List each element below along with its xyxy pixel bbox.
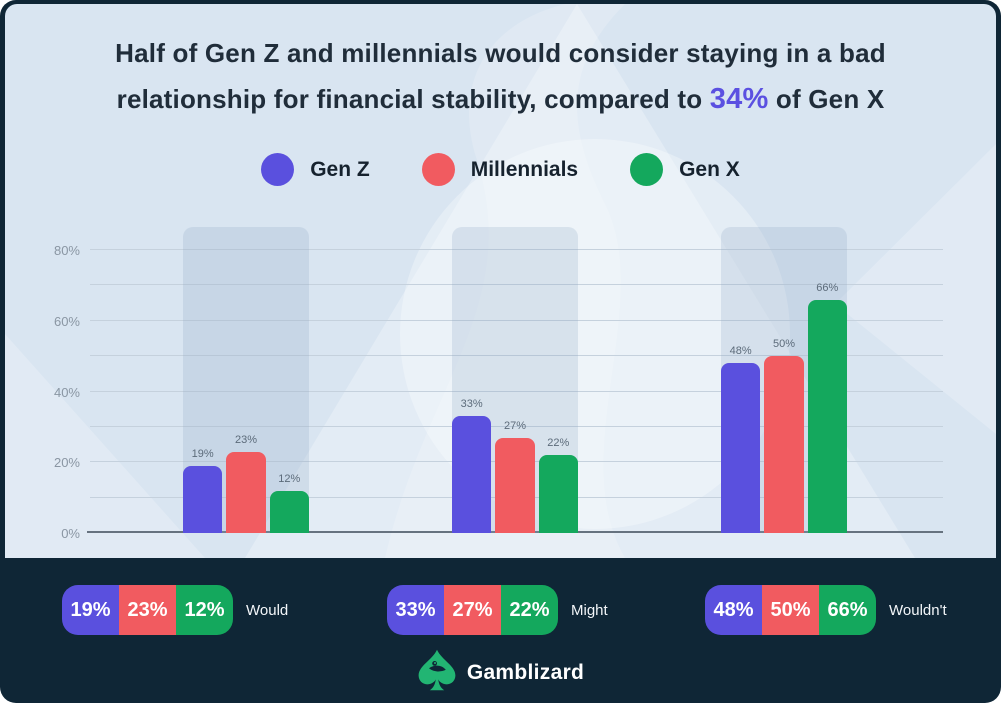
legend-dot-icon bbox=[421, 153, 455, 186]
legend-item-gen-z: Gen Z bbox=[261, 153, 370, 186]
bar-value-label: 48% bbox=[729, 345, 752, 358]
bar-gen-x bbox=[807, 299, 847, 533]
summary-value-millennials: 23% bbox=[119, 585, 176, 635]
bar-group-might: 33% 27% 22% bbox=[452, 227, 578, 533]
gridline-60 bbox=[90, 319, 943, 321]
gridline-80 bbox=[90, 249, 943, 250]
bar-gen-z bbox=[183, 465, 223, 533]
summary-pill: 48% 50% 66% bbox=[705, 585, 876, 635]
gamblizard-spade-icon bbox=[417, 649, 457, 696]
y-axis-tick-label: 40% bbox=[53, 384, 80, 400]
brand-name: Gamblizard bbox=[466, 660, 585, 684]
bar-value-label: 12% bbox=[278, 472, 301, 485]
bar-wrapper: 23% bbox=[226, 433, 266, 533]
brand-logo: Gamblizard bbox=[0, 649, 1001, 696]
summary-value-gen-x: 12% bbox=[176, 585, 233, 635]
legend-dot-icon bbox=[261, 153, 295, 186]
summary-group-would: 19% 23% 12% Would bbox=[62, 585, 288, 635]
gridline-50 bbox=[90, 355, 943, 357]
summary-category-label: Would bbox=[246, 601, 289, 619]
legend-label: Millennials bbox=[470, 157, 579, 181]
bar-millennials bbox=[226, 451, 266, 533]
bar-gen-z bbox=[721, 363, 761, 533]
legend-label: Gen Z bbox=[310, 157, 370, 181]
bar-group-wouldnt: 48% 50% 66% bbox=[721, 227, 847, 533]
bar-wrapper: 33% bbox=[452, 398, 492, 533]
bar-millennials bbox=[495, 437, 535, 533]
legend-item-millennials: Millennials bbox=[421, 153, 579, 186]
summary-group-might: 33% 27% 22% Might bbox=[387, 585, 608, 635]
summary-pill: 33% 27% 22% bbox=[387, 585, 558, 635]
summary-category-label: Might bbox=[571, 601, 608, 619]
legend-label: Gen X bbox=[679, 157, 740, 181]
bar-wrapper: 48% bbox=[721, 345, 761, 533]
bar-group-would: 19% 23% 12% bbox=[183, 227, 309, 533]
bar-wrapper: 12% bbox=[269, 472, 309, 533]
bar-gen-z bbox=[452, 416, 492, 533]
y-axis-tick-label: 80% bbox=[53, 243, 80, 258]
bar-gen-x bbox=[538, 455, 578, 533]
y-axis-tick-label: 60% bbox=[53, 313, 80, 329]
bar-value-label: 33% bbox=[460, 398, 483, 411]
chart-legend: Gen Z Millennials Gen X bbox=[0, 153, 1001, 186]
summary-value-millennials: 27% bbox=[444, 585, 501, 635]
gridline-40 bbox=[90, 390, 943, 392]
summary-value-gen-x: 66% bbox=[819, 585, 876, 635]
bar-value-label: 50% bbox=[772, 338, 795, 351]
bar-wrapper: 66% bbox=[807, 281, 847, 533]
bar-gen-x bbox=[269, 490, 309, 533]
bar-wrapper: 22% bbox=[538, 437, 578, 533]
bar-value-label: 19% bbox=[191, 447, 214, 460]
title-highlight-value: 34% bbox=[709, 83, 769, 115]
title-line-1: Half of Gen Z and millennials would cons… bbox=[115, 38, 886, 68]
summary-group-wouldnt: 48% 50% 66% Wouldn't bbox=[705, 585, 947, 635]
bar-wrapper: 19% bbox=[183, 447, 223, 533]
summary-pill: 19% 23% 12% bbox=[62, 585, 233, 635]
plot-area: 0% 20% 40% 60% 80% 19% 23% 12% 33% 27% 22% 48% 50% 66… bbox=[54, 222, 943, 541]
summary-value-gen-z: 33% bbox=[387, 585, 444, 635]
gridline-30 bbox=[90, 425, 943, 427]
bar-wrapper: 27% bbox=[495, 419, 535, 533]
legend-dot-icon bbox=[630, 153, 664, 186]
bar-value-label: 22% bbox=[547, 437, 570, 450]
gridline-70 bbox=[90, 284, 943, 286]
bar-wrapper: 50% bbox=[764, 338, 804, 533]
y-axis-tick-label: 20% bbox=[53, 455, 80, 471]
bar-value-label: 27% bbox=[503, 419, 526, 432]
bar-millennials bbox=[764, 356, 804, 533]
summary-value-gen-x: 22% bbox=[501, 585, 558, 635]
legend-item-gen-x: Gen X bbox=[630, 153, 740, 186]
title-line-2: relationship for financial stability, co… bbox=[116, 83, 885, 115]
summary-category-label: Wouldn't bbox=[889, 601, 947, 619]
y-axis-tick-label: 0% bbox=[61, 526, 80, 541]
summary-value-millennials: 50% bbox=[762, 585, 819, 635]
summary-value-gen-z: 48% bbox=[705, 585, 762, 635]
summary-value-gen-z: 19% bbox=[62, 585, 119, 635]
bar-value-label: 66% bbox=[816, 281, 839, 294]
page-title: Half of Gen Z and millennials would cons… bbox=[0, 30, 1001, 122]
bar-value-label: 23% bbox=[234, 433, 257, 446]
